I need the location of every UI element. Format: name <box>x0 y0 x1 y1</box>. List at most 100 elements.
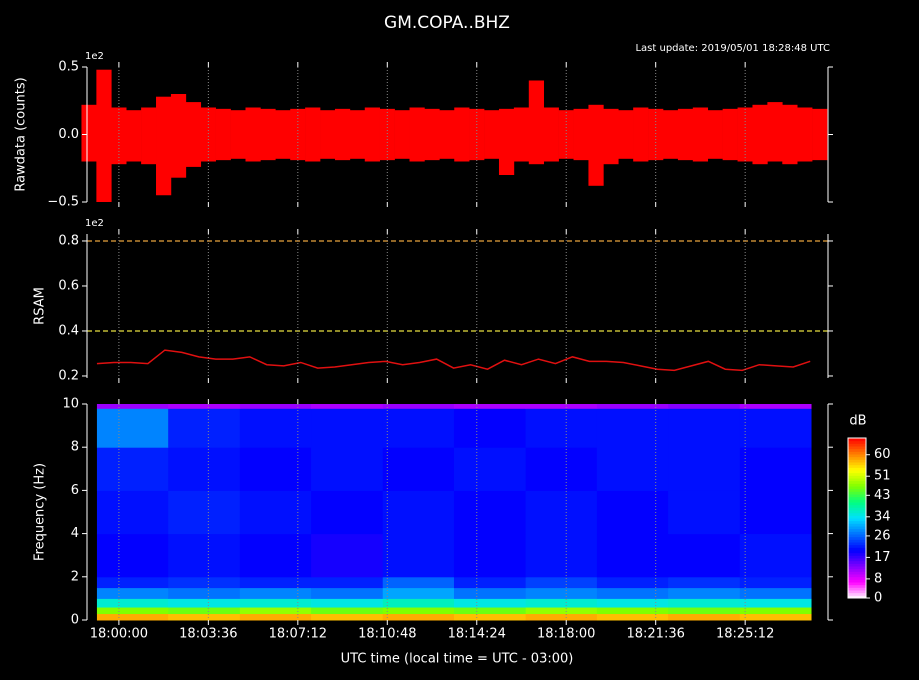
y-offset-label: 1e2 <box>85 218 104 229</box>
spectrogram-cell <box>596 447 669 491</box>
spectrogram-cell <box>453 576 527 589</box>
colorbar-swatch <box>848 454 866 458</box>
waveform-envelope <box>722 108 738 161</box>
spectrogram-cell <box>453 447 527 491</box>
spectrogram-cell <box>311 576 384 589</box>
spectrogram-cell <box>668 576 741 589</box>
waveform-envelope <box>185 102 202 167</box>
waveform-envelope <box>677 108 694 161</box>
colorbar-swatch <box>848 536 866 540</box>
colorbar-swatch <box>848 592 866 596</box>
spectrogram-cell <box>596 576 669 589</box>
spectrogram-cell <box>96 408 169 448</box>
colorbar-tick-label: 60 <box>874 447 891 462</box>
colorbar-swatch <box>848 552 866 556</box>
x-tick-label: 18:25:12 <box>716 627 774 642</box>
colorbar-tick-label: 26 <box>874 528 891 543</box>
spectrogram-cell <box>382 490 455 535</box>
spectrogram-cell <box>96 598 169 608</box>
colorbar-swatch <box>848 510 866 514</box>
waveform-envelope <box>737 107 753 162</box>
colorbar-swatch <box>848 563 866 567</box>
colorbar-label: dB <box>849 414 866 429</box>
spectrogram-cell <box>596 598 669 608</box>
waveform-envelope <box>126 110 142 162</box>
colorbar-swatch <box>848 542 866 546</box>
colorbar-swatch <box>848 576 866 580</box>
x-tick-label: 18:18:00 <box>537 627 595 642</box>
spectrogram-cell <box>311 447 384 491</box>
waveform-envelope <box>573 108 589 161</box>
x-tick-label: 18:10:48 <box>358 627 416 642</box>
waveform-envelope <box>603 108 619 165</box>
colorbar-swatch <box>848 494 866 498</box>
spectrogram-cell <box>239 598 312 608</box>
colorbar-swatch <box>848 488 866 492</box>
spectrogram-cell <box>525 408 598 448</box>
spectrogram-cell <box>525 490 598 535</box>
waveform-envelope <box>364 107 380 162</box>
waveform-envelope <box>394 110 410 159</box>
spectrogram-cell <box>453 587 527 599</box>
x-tick-label: 18:07:12 <box>269 627 327 642</box>
spectrogram-cell <box>739 408 812 448</box>
colorbar-swatch <box>848 550 866 554</box>
last-update: Last update: 2019/05/01 18:28:48 UTC <box>635 43 830 54</box>
colorbar-swatch <box>848 470 866 474</box>
waveform-envelope <box>81 104 97 162</box>
spectrogram-cell <box>382 447 455 491</box>
spectrogram-cell <box>739 607 812 615</box>
y-tick-label: 10 <box>62 397 79 412</box>
y-tick-label: 0.5 <box>58 60 79 75</box>
colorbar-tick-label: 34 <box>874 509 891 524</box>
spectrogram-cell <box>453 607 527 615</box>
spectrogram-cell <box>525 613 598 621</box>
waveform-envelope <box>454 107 470 162</box>
spectrogram-cell <box>739 404 812 409</box>
spectrogram-cell <box>382 607 455 615</box>
waveform-envelope <box>230 110 246 159</box>
waveform-envelope <box>692 107 709 162</box>
spectrogram-cell <box>525 404 598 409</box>
spectrogram-cell <box>239 587 312 599</box>
y-tick-label: 0.0 <box>58 127 79 142</box>
colorbar-tick-label: 0 <box>874 591 882 606</box>
waveform-envelope <box>498 108 515 175</box>
spectrogram-cell <box>453 613 527 621</box>
spectrogram-cell <box>311 587 384 599</box>
spectrogram-cell <box>739 490 812 535</box>
spectrogram-cell <box>668 408 741 448</box>
spectrogram-cell <box>382 613 455 621</box>
colorbar-swatch <box>848 491 866 495</box>
colorbar-swatch <box>848 483 866 487</box>
spectrogram-cell <box>453 533 527 578</box>
x-tick-label: 18:21:36 <box>626 627 684 642</box>
spectrogram-cell <box>525 576 598 589</box>
spectrogram-cell <box>596 607 669 615</box>
spectrogram-cell <box>96 533 169 578</box>
waveform-envelope <box>170 94 187 178</box>
spectrogram-cell <box>168 533 241 578</box>
y-offset-label: 1e2 <box>85 51 104 62</box>
spectrogram-cell <box>668 613 741 621</box>
colorbar-swatch <box>848 571 866 575</box>
spectrogram-cell <box>168 607 241 615</box>
spectrogram-cell <box>739 613 812 621</box>
y-tick-label: 0.6 <box>58 278 79 293</box>
spectrogram-cell <box>239 404 312 409</box>
colorbar-swatch <box>848 467 866 471</box>
waveform-envelope <box>663 110 679 159</box>
colorbar-swatch <box>848 544 866 548</box>
waveform-envelope <box>439 110 455 159</box>
waveform-envelope <box>648 108 664 161</box>
spectrogram-cell <box>668 587 741 599</box>
spectrogram-cell <box>168 404 241 409</box>
spectrogram-cell <box>239 533 312 578</box>
colorbar-swatch <box>848 502 866 506</box>
waveform-envelope <box>484 110 500 159</box>
spectrogram-cell <box>739 576 812 589</box>
colorbar-swatch <box>848 464 866 468</box>
colorbar-swatch <box>848 534 866 538</box>
colorbar-swatch <box>848 480 866 484</box>
spectrogram-cell <box>168 613 241 621</box>
